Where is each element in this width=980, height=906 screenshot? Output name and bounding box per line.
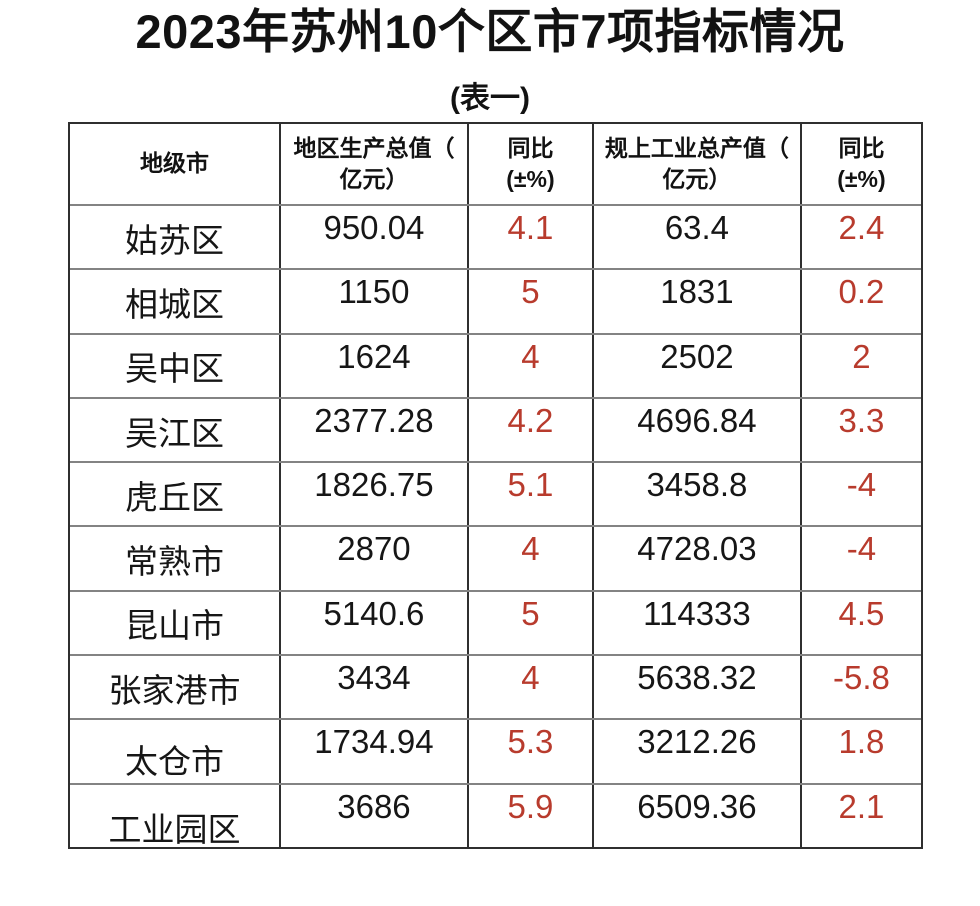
header-gdp-line1: 地区生产总值（ — [293, 134, 455, 161]
table-row: 常熟市 2870 4 4728.03 -4 — [70, 525, 921, 590]
table-row: 工业园区 3686 5.9 6509.36 2.1 — [70, 782, 921, 847]
industrial-yoy-cell: 2.4 — [838, 209, 885, 246]
gdp-value-cell: 2870 — [281, 527, 469, 590]
gdp-value-cell: 1826.75 — [281, 463, 469, 526]
table-header-row: 地级市 地区生产总值（ 亿元） 同比 (±%) 规上工业总产值（ 亿元） 同比 (±%) — [70, 124, 921, 204]
header-gdp-yoy-line1: 同比 — [507, 134, 554, 161]
industrial-yoy-cell: 2.1 — [838, 787, 885, 825]
city-name-cell: 相城区 — [70, 270, 281, 333]
industrial-value-cell: 2502 — [594, 334, 802, 397]
header-industrial-line1: 规上工业总产值（ — [604, 134, 789, 161]
industrial-value-cell: 3458.8 — [594, 463, 802, 526]
header-city-line1: 地级市 — [139, 150, 209, 177]
gdp-yoy-cell: 4.1 — [469, 206, 594, 269]
gdp-yoy-cell: 4 — [469, 527, 594, 590]
industrial-yoy-cell: 1.8 — [838, 723, 885, 761]
gdp-yoy-cell: 4 — [469, 334, 594, 397]
table-row: 太仓市 1734.94 5.3 3212.26 1.8 — [70, 718, 921, 783]
industrial-yoy-cell: 0.2 — [838, 273, 885, 311]
gdp-yoy-cell: 4.2 — [469, 398, 594, 462]
gdp-value-cell: 3686 — [281, 784, 469, 847]
gdp-yoy-cell: 5 — [469, 591, 594, 655]
industrial-yoy-cell: 3.3 — [838, 401, 885, 439]
indicators-table: 地级市 地区生产总值（ 亿元） 同比 (±%) 规上工业总产值（ 亿元） 同比 (±%)… — [68, 122, 923, 849]
industrial-yoy-cell: -4 — [846, 530, 877, 568]
header-industrial-line2: 亿元） — [662, 166, 732, 192]
city-name-cell: 虎丘区 — [70, 463, 281, 526]
header-gdp-yoy-line2: (±%) — [506, 166, 555, 192]
table-row: 吴中区 1624 4 2502 2 — [70, 332, 921, 397]
industrial-yoy-cell: -5.8 — [833, 659, 890, 697]
city-name-cell: 吴江区 — [70, 398, 281, 462]
table-row: 张家港市 3434 4 5638.32 -5.8 — [70, 654, 921, 719]
gdp-yoy-cell: 5.1 — [469, 463, 594, 526]
table-row: 姑苏区 950.04 4.1 63.4 2.4 — [70, 204, 921, 269]
gdp-value-cell: 2377.28 — [281, 398, 469, 462]
city-name-cell: 张家港市 — [70, 656, 281, 719]
header-gdp-line2: 亿元） — [339, 166, 409, 192]
industrial-yoy-cell: 4.5 — [838, 594, 885, 632]
gdp-value-cell: 1624 — [281, 334, 469, 397]
industrial-value-cell: 6509.36 — [594, 784, 802, 847]
header-gdp-yoy: 同比 (±%) — [469, 124, 594, 204]
gdp-value-cell: 950.04 — [281, 206, 469, 269]
gdp-yoy-cell: 4 — [469, 656, 594, 719]
industrial-value-cell: 4728.03 — [594, 527, 802, 590]
industrial-value-cell: 4696.84 — [594, 398, 802, 462]
gdp-value-cell: 3434 — [281, 656, 469, 719]
industrial-value-cell: 63.4 — [594, 206, 802, 269]
table-row: 相城区 1150 5 1831 0.2 — [70, 268, 921, 333]
table-row: 吴江区 2377.28 4.2 4696.84 3.3 — [70, 396, 921, 462]
header-industrial-yoy: 同比 (±%) — [802, 124, 921, 204]
table-row: 虎丘区 1826.75 5.1 3458.8 -4 — [70, 461, 921, 526]
city-name-cell: 常熟市 — [70, 527, 281, 590]
industrial-value-cell: 114333 — [594, 591, 802, 655]
city-name-cell: 太仓市 — [70, 720, 281, 783]
gdp-yoy-cell: 5.9 — [469, 784, 594, 847]
gdp-value-cell: 5140.6 — [281, 591, 469, 655]
industrial-value-cell: 3212.26 — [594, 720, 802, 783]
gdp-value-cell: 1734.94 — [281, 720, 469, 783]
header-industrial-yoy-line1: 同比 — [838, 134, 885, 161]
header-industrial: 规上工业总产值（ 亿元） — [594, 124, 802, 204]
industrial-yoy-cell: 2 — [852, 337, 871, 375]
header-industrial-yoy-line2: (±%) — [837, 166, 886, 192]
gdp-value-cell: 1150 — [281, 270, 469, 333]
industrial-value-cell: 1831 — [594, 270, 802, 333]
industrial-yoy-cell: -4 — [846, 466, 877, 504]
table-body: 姑苏区 950.04 4.1 63.4 2.4 相城区 1150 5 1831 … — [70, 204, 921, 847]
header-city: 地级市 — [70, 124, 281, 204]
page-subtitle: (表一) — [450, 82, 530, 115]
city-name-cell: 昆山市 — [70, 591, 281, 655]
page-title: 2023年苏州10个区市7项指标情况 — [135, 5, 845, 58]
city-name-cell: 姑苏区 — [70, 206, 281, 269]
city-name-cell: 吴中区 — [70, 334, 281, 397]
gdp-yoy-cell: 5.3 — [469, 720, 594, 783]
gdp-yoy-cell: 5 — [469, 270, 594, 333]
table-row: 昆山市 5140.6 5 114333 4.5 — [70, 589, 921, 655]
header-gdp: 地区生产总值（ 亿元） — [281, 124, 469, 204]
industrial-value-cell: 5638.32 — [594, 656, 802, 719]
city-name-cell: 工业园区 — [70, 784, 281, 847]
